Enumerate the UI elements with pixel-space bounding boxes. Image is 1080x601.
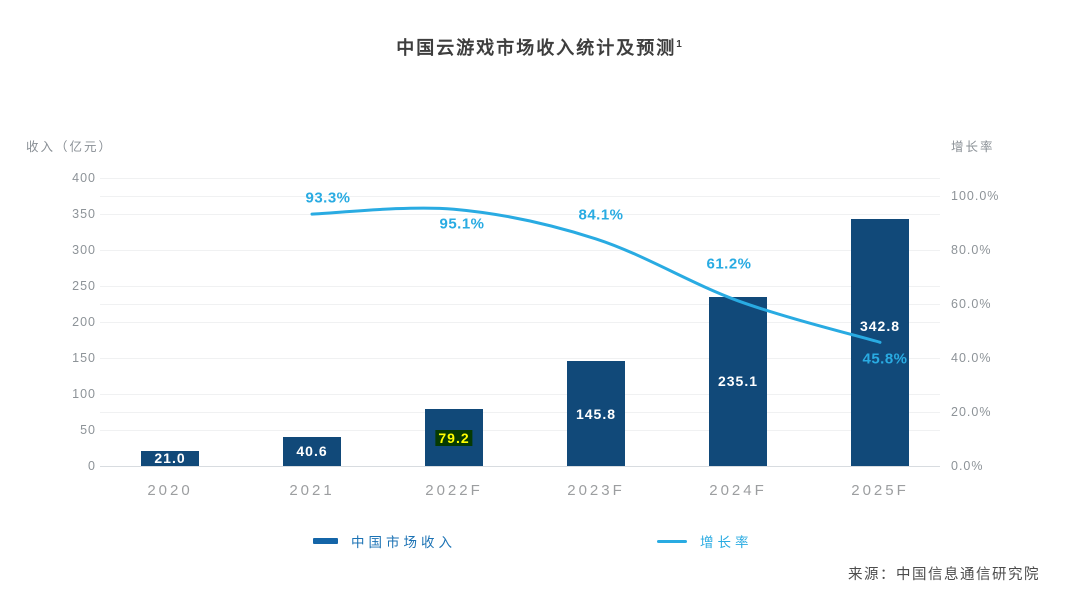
legend: 中国市场收入 增长率 bbox=[0, 530, 1080, 552]
legend-label-revenue: 中国市场收入 bbox=[351, 535, 456, 550]
bar-2023f bbox=[567, 361, 625, 466]
bar-2021 bbox=[283, 436, 341, 466]
gridline bbox=[100, 304, 940, 305]
right-tick-label: 60.0% bbox=[951, 297, 992, 311]
gridline bbox=[100, 394, 940, 395]
growth-rate-label-2025f: 45.8% bbox=[862, 350, 908, 368]
gridline bbox=[100, 250, 940, 251]
growth-rate-label-2024f: 61.2% bbox=[706, 255, 752, 273]
x-tick-label-2024f: 2024F bbox=[709, 482, 767, 499]
source-caption: 来源：中国信息通信研究院 bbox=[848, 567, 1040, 583]
x-tick-label-2025f: 2025F bbox=[851, 482, 909, 499]
left-tick-label: 0 bbox=[88, 459, 96, 473]
right-tick-label: 100.0% bbox=[951, 189, 1000, 203]
bar-value-label-2023f: 145.8 bbox=[575, 405, 617, 422]
growth-rate-label-2023f: 84.1% bbox=[578, 206, 624, 224]
chart-title: 中国云游戏市场收入统计及预测1 bbox=[0, 34, 1080, 60]
bar-value-label-2024f: 235.1 bbox=[717, 373, 759, 390]
gridline bbox=[100, 178, 940, 179]
x-tick-label-2020: 2020 bbox=[147, 482, 193, 499]
gridline bbox=[100, 430, 940, 431]
x-axis-line bbox=[100, 466, 940, 467]
right-tick-label: 20.0% bbox=[951, 405, 992, 419]
right-tick-label: 0.0% bbox=[951, 459, 984, 473]
bar-value-label-2022f: 79.2 bbox=[435, 429, 473, 446]
bar-2025f bbox=[851, 219, 909, 466]
gridline bbox=[100, 322, 940, 323]
bar-swatch-icon bbox=[313, 538, 338, 544]
left-tick-label: 50 bbox=[80, 423, 96, 437]
right-tick-label: 80.0% bbox=[951, 243, 992, 257]
gridline bbox=[100, 286, 940, 287]
bar-value-label-2021: 40.6 bbox=[296, 443, 328, 460]
gridline bbox=[100, 412, 940, 413]
legend-item-revenue: 中国市场收入 bbox=[313, 530, 456, 552]
left-tick-label: 150 bbox=[72, 351, 96, 365]
gridline bbox=[100, 196, 940, 197]
left-tick-label: 300 bbox=[72, 243, 96, 257]
legend-label-growth: 增长率 bbox=[700, 535, 753, 550]
left-tick-label: 350 bbox=[72, 207, 96, 221]
x-tick-label-2021: 2021 bbox=[289, 482, 335, 499]
x-tick-label-2022f: 2022F bbox=[425, 482, 483, 499]
left-tick-label: 400 bbox=[72, 171, 96, 185]
growth-rate-label-2022f: 95.1% bbox=[439, 215, 485, 233]
right-tick-label: 40.0% bbox=[951, 351, 992, 365]
chart-title-superscript: 1 bbox=[676, 39, 684, 50]
gridline bbox=[100, 214, 940, 215]
left-tick-label: 100 bbox=[72, 387, 96, 401]
left-tick-label: 250 bbox=[72, 279, 96, 293]
bar-value-label-2025f: 342.8 bbox=[859, 317, 901, 334]
x-tick-label-2023f: 2023F bbox=[567, 482, 625, 499]
left-tick-label: 200 bbox=[72, 315, 96, 329]
bar-value-label-2020: 21.0 bbox=[154, 450, 186, 467]
right-axis-title: 增长率 bbox=[951, 140, 995, 154]
growth-rate-label-2021: 93.3% bbox=[305, 189, 351, 207]
line-swatch-icon bbox=[657, 539, 687, 543]
left-axis-title: 收入（亿元） bbox=[26, 140, 114, 154]
bar-2020 bbox=[141, 450, 199, 466]
chart-title-text: 中国云游戏市场收入统计及预测 bbox=[396, 38, 677, 58]
legend-item-growth: 增长率 bbox=[657, 530, 753, 552]
gridline bbox=[100, 358, 940, 359]
